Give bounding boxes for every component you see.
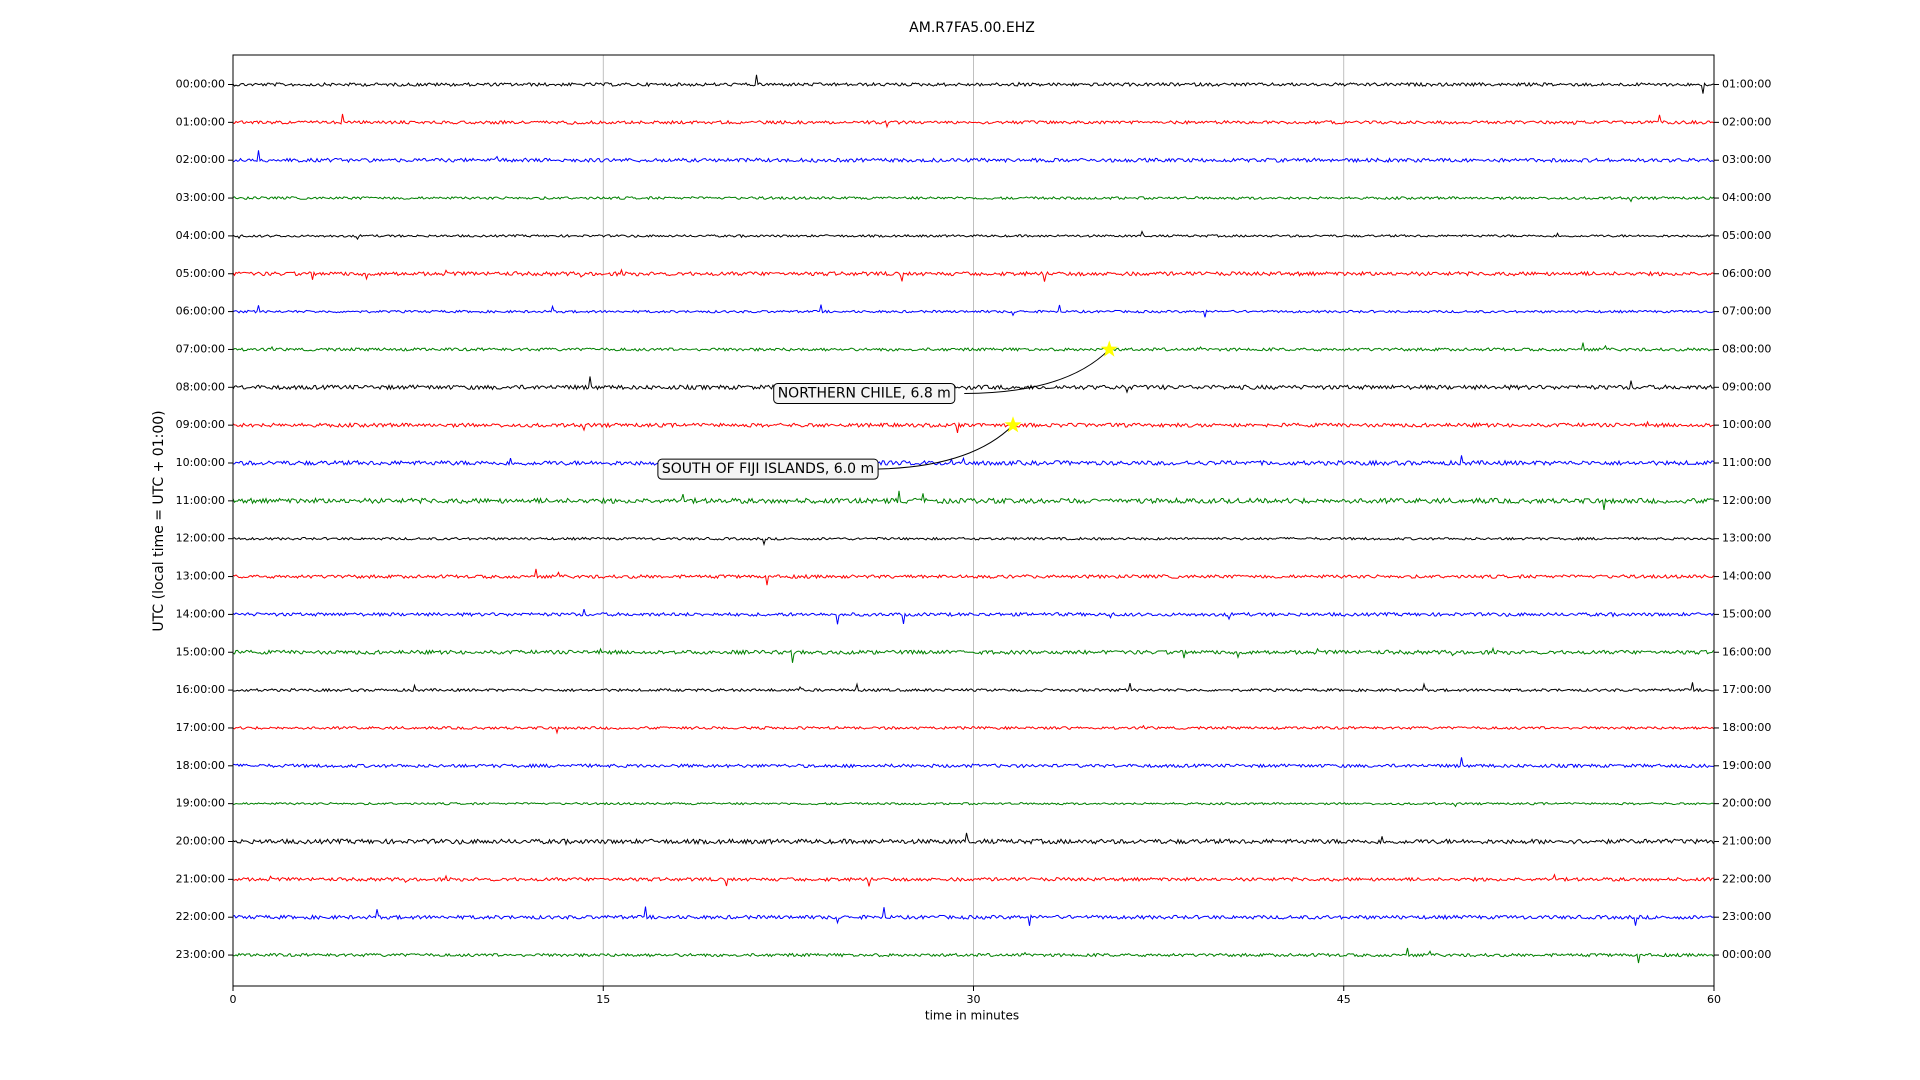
trace: [232, 873, 1714, 887]
event-label-box: [773, 382, 956, 404]
y2-tick-label: 14:00:00: [1722, 570, 1771, 583]
event-marker: [1004, 416, 1022, 433]
y-tick-label: 16:00:00: [176, 683, 225, 696]
trace: [232, 682, 1714, 693]
y2-tick-label: 22:00:00: [1722, 872, 1771, 885]
y-tick-label: 15:00:00: [176, 645, 225, 658]
trace: [232, 150, 1714, 164]
x-tick-label: 45: [1337, 993, 1351, 1006]
trace: [232, 536, 1714, 547]
y-tick-label: 12:00:00: [176, 532, 225, 545]
y2-tick-label: 12:00:00: [1722, 494, 1771, 507]
y2-tick-label: 17:00:00: [1722, 683, 1771, 696]
plot-frame: [232, 54, 1715, 987]
trace: [232, 74, 1714, 94]
event-annotation: NORTHERN CHILE, 6.8 m: [773, 340, 1118, 404]
trace: [232, 113, 1714, 129]
trace: [232, 376, 1714, 394]
y-tick-label: 13:00:00: [176, 570, 225, 583]
trace: [232, 947, 1714, 964]
y-tick-label: 08:00:00: [176, 380, 225, 393]
y-tick-label: 19:00:00: [176, 797, 225, 810]
event-label: SOUTH OF FIJI ISLANDS, 6.0 m: [662, 461, 874, 477]
y2-tick-label: 02:00:00: [1722, 115, 1771, 128]
x-tick-label: 15: [596, 993, 610, 1006]
event-label: NORTHERN CHILE, 6.8 m: [778, 385, 951, 401]
x-tick-label: 30: [967, 993, 981, 1006]
y2-tick-label: 15:00:00: [1722, 607, 1771, 620]
y-tick-label: 06:00:00: [176, 305, 225, 318]
y2-tick-label: 09:00:00: [1722, 380, 1771, 393]
y2-tick-label: 23:00:00: [1722, 910, 1771, 923]
y2-tick-label: 07:00:00: [1722, 305, 1771, 318]
y-tick-label: 01:00:00: [176, 115, 225, 128]
y-tick-label: 02:00:00: [176, 153, 225, 166]
trace: [232, 646, 1714, 663]
y-tick-label: 22:00:00: [176, 910, 225, 923]
y2-tick-label: 21:00:00: [1722, 835, 1771, 848]
trace: [232, 420, 1714, 434]
event-marker: [1100, 340, 1118, 357]
y-tick-label: 14:00:00: [176, 607, 225, 620]
trace: [232, 801, 1714, 808]
y2-tick-label: 20:00:00: [1722, 797, 1771, 810]
y-tick-label: 00:00:00: [176, 78, 225, 91]
y2-tick-label: 04:00:00: [1722, 191, 1771, 204]
trace: [232, 268, 1714, 282]
x-axis-label: time in minutes: [925, 1009, 1019, 1023]
trace: [232, 304, 1714, 318]
y2-tick-label: 18:00:00: [1722, 721, 1771, 734]
y-tick-label: 04:00:00: [176, 229, 225, 242]
y2-tick-label: 05:00:00: [1722, 229, 1771, 242]
y-tick-label: 20:00:00: [176, 835, 225, 848]
trace: [232, 342, 1714, 352]
trace: [232, 832, 1714, 846]
trace: [232, 757, 1714, 769]
y-tick-label: 03:00:00: [176, 191, 225, 204]
y2-tick-label: 01:00:00: [1722, 78, 1771, 91]
y2-tick-label: 11:00:00: [1722, 456, 1771, 469]
y-tick-label: 10:00:00: [176, 456, 225, 469]
event-label-box: [657, 458, 879, 480]
event-connector: [867, 424, 1014, 470]
y-tick-label: 21:00:00: [176, 872, 225, 885]
trace: [232, 230, 1714, 241]
y-tick-label: 18:00:00: [176, 759, 225, 772]
y2-tick-label: 19:00:00: [1722, 759, 1771, 772]
x-tick-label: 0: [230, 993, 237, 1006]
y2-tick-label: 13:00:00: [1722, 532, 1771, 545]
y-tick-label: 09:00:00: [176, 418, 225, 431]
y2-tick-label: 16:00:00: [1722, 645, 1771, 658]
y-tick-label: 23:00:00: [176, 948, 225, 961]
y-tick-label: 05:00:00: [176, 267, 225, 280]
chart-title: AM.R7FA5.00.EHZ: [909, 20, 1035, 36]
y-tick-label: 11:00:00: [176, 494, 225, 507]
trace: [232, 455, 1714, 467]
y-axis-label: UTC (local time = UTC + 01:00): [151, 410, 167, 631]
event-annotation: SOUTH OF FIJI ISLANDS, 6.0 m: [657, 416, 1022, 480]
y2-tick-label: 08:00:00: [1722, 342, 1771, 355]
y-tick-label: 17:00:00: [176, 721, 225, 734]
y2-tick-label: 10:00:00: [1722, 418, 1771, 431]
y-tick-label: 07:00:00: [176, 342, 225, 355]
trace: [232, 195, 1714, 203]
trace: [232, 724, 1714, 735]
trace: [232, 568, 1714, 586]
trace: [232, 608, 1714, 625]
y2-tick-label: 06:00:00: [1722, 267, 1771, 280]
trace: [232, 906, 1714, 926]
y2-tick-label: 00:00:00: [1722, 948, 1771, 961]
trace: [232, 490, 1714, 510]
event-connector: [964, 349, 1110, 394]
y2-tick-label: 03:00:00: [1722, 153, 1771, 166]
x-tick-label: 60: [1707, 993, 1721, 1006]
